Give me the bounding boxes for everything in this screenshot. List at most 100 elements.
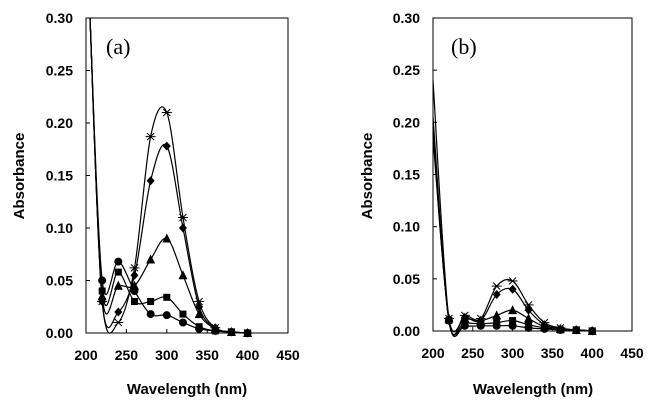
y-tick-label-b-3: 0.15 — [393, 167, 420, 183]
data-point-a-diamond-3 — [130, 270, 139, 280]
x-tick-label-b-4: 400 — [581, 345, 605, 361]
y-tick-label-b-1: 0.05 — [393, 271, 420, 287]
chart-panel-b: (b) Wavelength (nm) Absorbance 200 250 300… — [359, 10, 644, 398]
data-point-a-circle-4 — [146, 310, 155, 319]
data-point-a-triangle-2 — [113, 280, 123, 290]
data-point-a-star-3 — [129, 264, 140, 272]
series-group-a — [89, 17, 253, 338]
y-tick-label-a-2: 0.10 — [46, 220, 73, 236]
series-line-a-square — [89, 17, 248, 334]
x-tick-label-a-4: 400 — [236, 347, 260, 363]
data-point-b-diamond-4 — [492, 289, 501, 299]
x-tick-labels-b: 200 250 300 350 400 450 — [421, 327, 644, 361]
data-point-a-diamond-4 — [146, 176, 155, 186]
data-point-a-star-4 — [145, 132, 156, 141]
x-tick-label-a-5: 450 — [276, 347, 300, 363]
data-point-a-star-6 — [177, 213, 188, 222]
chart-panel-a: (a) Wavelength (nm) Absorbance 200 250 300… — [11, 10, 300, 398]
data-point-a-star-7 — [194, 297, 205, 306]
data-point-b-star-8 — [555, 324, 566, 332]
y-tick-label-b-5: 0.25 — [393, 62, 420, 78]
data-point-a-star-9 — [226, 328, 237, 336]
data-point-b-star-7 — [539, 318, 550, 327]
data-point-a-star-5 — [161, 108, 172, 117]
series-line-b-square — [432, 132, 593, 336]
y-tick-label-a-3: 0.15 — [46, 168, 73, 184]
data-point-b-triangle-4 — [492, 310, 502, 320]
y-tick-label-a-0: 0.00 — [46, 325, 73, 341]
data-point-a-triangle-7 — [194, 309, 204, 319]
data-point-b-star-4 — [491, 282, 502, 290]
y-tick-label-a-5: 0.25 — [46, 63, 73, 79]
data-point-a-square-7 — [195, 323, 203, 331]
data-point-a-star-8 — [210, 323, 221, 332]
series-line-b-diamond — [432, 117, 593, 336]
data-point-a-circle-5 — [162, 311, 171, 320]
x-tick-label-b-3: 350 — [541, 345, 565, 361]
plot-frame-b — [432, 17, 633, 332]
series-group-b — [432, 80, 598, 338]
x-tick-label-a-3: 350 — [196, 347, 220, 363]
x-tick-label-a-2: 300 — [155, 347, 179, 363]
y-tick-label-b-6: 0.30 — [393, 10, 420, 26]
data-point-a-triangle-6 — [178, 270, 188, 280]
x-axis-label-a: Wavelength (nm) — [127, 381, 247, 398]
data-point-a-diamond-2 — [114, 307, 123, 317]
series-line-b-triangle — [432, 137, 593, 333]
x-axis-label-b: Wavelength (nm) — [473, 381, 593, 398]
data-point-b-square-4 — [493, 319, 501, 327]
data-point-b-square-5 — [509, 317, 517, 325]
data-point-b-star-2 — [459, 311, 470, 320]
data-point-a-star-1 — [97, 297, 108, 306]
x-tick-label-a-0: 200 — [74, 347, 98, 363]
y-tick-labels-a: 0.00 0.05 0.10 0.15 0.20 0.25 0.30 — [46, 10, 90, 341]
data-point-a-square-2 — [114, 268, 122, 276]
y-tick-labels-b: 0.00 0.05 0.10 0.15 0.20 0.25 0.30 — [393, 10, 437, 339]
data-point-a-square-3 — [130, 298, 138, 305]
data-point-a-circle-6 — [178, 318, 187, 327]
x-tick-label-b-5: 450 — [620, 345, 644, 361]
data-point-b-square-2 — [461, 319, 469, 327]
panel-label-a: (a) — [106, 34, 130, 59]
data-point-a-circle-1 — [98, 276, 107, 285]
data-point-b-star-5 — [507, 277, 518, 285]
y-tick-label-b-2: 0.10 — [393, 219, 420, 235]
data-point-a-star-2 — [113, 318, 124, 327]
data-point-a-star-10 — [242, 329, 253, 337]
data-point-a-square-5 — [163, 293, 171, 301]
x-tick-label-b-2: 300 — [501, 345, 525, 361]
x-tick-labels-a: 200 250 300 350 400 450 — [74, 329, 300, 363]
data-point-b-triangle-5 — [508, 305, 518, 315]
data-point-a-square-6 — [179, 310, 187, 318]
data-point-a-triangle-5 — [162, 233, 172, 243]
x-tick-label-a-1: 250 — [115, 347, 139, 363]
y-axis-label-b: Absorbance — [359, 133, 376, 220]
series-line-a-triangle — [89, 17, 248, 334]
y-tick-label-a-4: 0.20 — [46, 115, 73, 131]
y-tick-label-b-0: 0.00 — [393, 323, 420, 339]
x-tick-label-b-0: 200 — [421, 345, 445, 361]
series-line-b-star — [432, 80, 593, 336]
y-tick-label-a-6: 0.30 — [46, 10, 73, 26]
data-point-b-triangle-6 — [524, 313, 534, 323]
y-tick-label-b-4: 0.20 — [393, 114, 420, 130]
series-line-a-circle — [89, 17, 248, 334]
data-point-a-circle-2 — [114, 257, 123, 266]
x-tick-label-b-1: 250 — [461, 345, 485, 361]
data-point-a-triangle-3 — [129, 280, 139, 290]
data-point-b-star-9 — [571, 326, 582, 334]
panel-label-b: (b) — [451, 34, 477, 59]
series-line-a-diamond — [89, 17, 248, 334]
data-point-b-star-10 — [587, 327, 598, 335]
y-tick-label-a-1: 0.05 — [46, 273, 73, 289]
data-point-b-star-3 — [475, 314, 486, 323]
data-point-b-diamond-8 — [556, 324, 565, 334]
data-point-a-square-4 — [147, 298, 155, 305]
data-point-b-star-1 — [443, 314, 454, 323]
y-axis-label-a: Absorbance — [11, 133, 28, 220]
series-line-a-star — [89, 17, 248, 334]
data-point-a-diamond-5 — [162, 141, 171, 151]
data-point-a-triangle-4 — [146, 254, 156, 264]
data-point-b-star-6 — [523, 301, 534, 309]
